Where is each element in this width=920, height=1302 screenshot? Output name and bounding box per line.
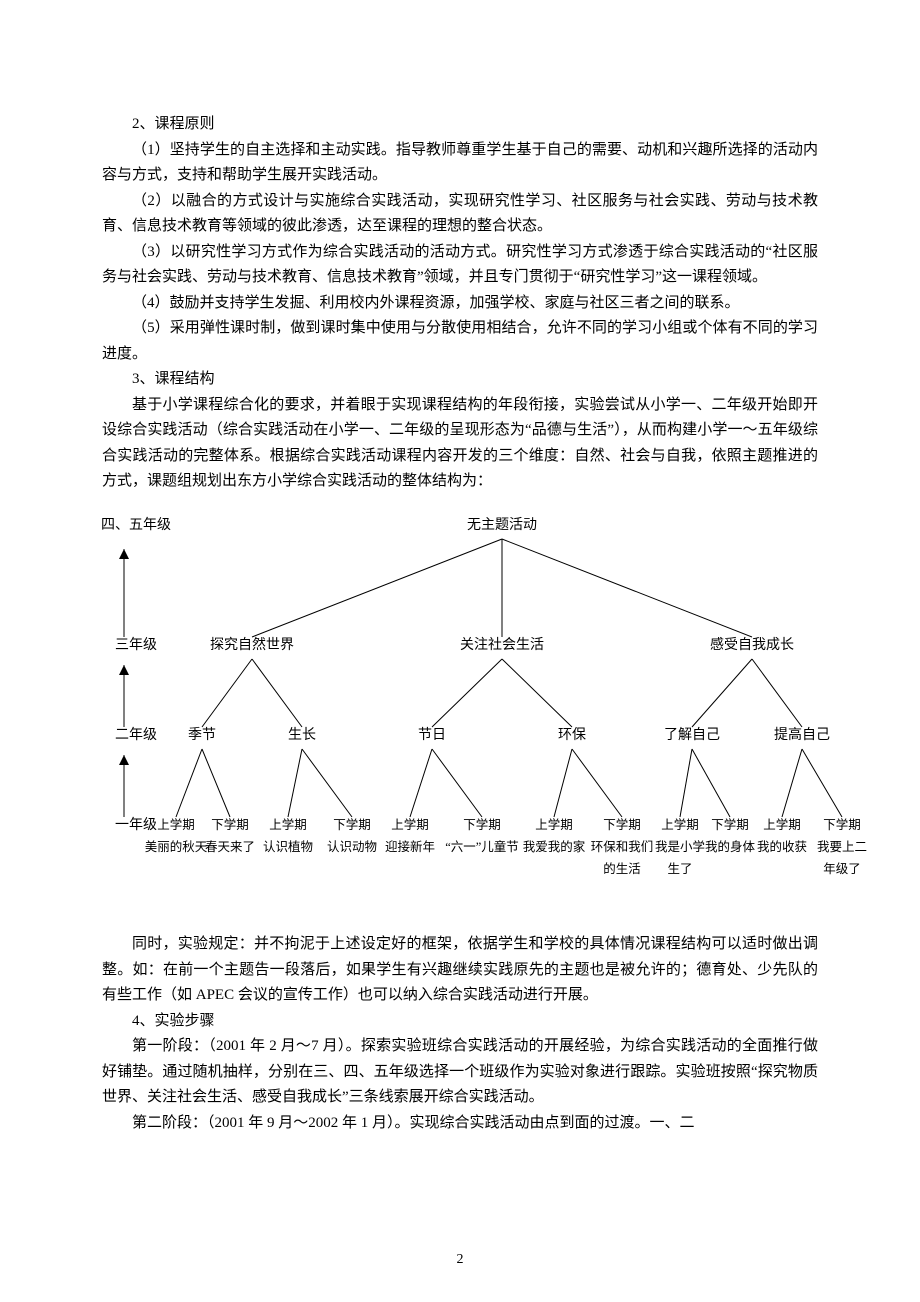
svg-text:生长: 生长 xyxy=(288,727,316,743)
curriculum-tree-diagram: 四、五年级三年级二年级一年级无主题活动探究自然世界关注社会生活感受自我成长季节生… xyxy=(102,509,818,909)
phase-2: 第二阶段：（2001 年 9 月～2002 年 1 月）。实现综合实践活动由点到… xyxy=(102,1111,818,1137)
svg-text:生了: 生了 xyxy=(667,862,692,876)
svg-text:四、五年级: 四、五年级 xyxy=(102,517,171,533)
document-page: 2、课程原则 （1）坚持学生的自主选择和主动实践。指导教师尊重学生基于自己的需要… xyxy=(0,0,920,1196)
svg-text:认识动物: 认识动物 xyxy=(327,840,377,854)
svg-text:提高自己: 提高自己 xyxy=(774,726,830,743)
tree-svg: 四、五年级三年级二年级一年级无主题活动探究自然世界关注社会生活感受自我成长季节生… xyxy=(102,509,872,899)
section-3-intro: 基于小学课程综合化的要求，并着眼于实现课程结构的年段衔接，实验尝试从小学一、二年… xyxy=(102,393,818,495)
svg-text:下学期: 下学期 xyxy=(711,817,749,832)
section-4-title: 4、实验步骤 xyxy=(102,1009,818,1035)
principle-3: （3）以研究性学习方式作为综合实践活动的活动方式。研究性学习方式渗透于综合实践活… xyxy=(102,240,818,291)
svg-text:的生活: 的生活 xyxy=(603,861,641,876)
svg-text:下学期: 下学期 xyxy=(211,817,249,832)
svg-text:春天来了: 春天来了 xyxy=(205,840,255,854)
svg-text:无主题活动: 无主题活动 xyxy=(467,517,537,533)
svg-text:关注社会生活: 关注社会生活 xyxy=(460,637,544,653)
svg-text:下学期: 下学期 xyxy=(463,817,501,832)
svg-text:探究自然世界: 探究自然世界 xyxy=(210,636,294,653)
svg-text:我是小学: 我是小学 xyxy=(655,839,705,854)
svg-text:上学期: 上学期 xyxy=(269,817,307,832)
principle-4: （4）鼓励并支持学生发掘、利用校内外课程资源，加强学校、家庭与社区三者之间的联系… xyxy=(102,291,818,317)
svg-text:我的身体: 我的身体 xyxy=(705,839,756,854)
svg-text:美丽的秋天: 美丽的秋天 xyxy=(145,839,208,854)
svg-text:下学期: 下学期 xyxy=(823,817,861,832)
principle-5: （5）采用弹性课时制，做到课时集中使用与分散使用相结合，允许不同的学习小组或个体… xyxy=(102,316,818,367)
svg-text:迎接新年: 迎接新年 xyxy=(385,839,435,854)
svg-text:我要上二: 我要上二 xyxy=(817,840,867,854)
section-3-title: 3、课程结构 xyxy=(102,367,818,393)
svg-text:上学期: 上学期 xyxy=(661,817,699,832)
svg-text:感受自我成长: 感受自我成长 xyxy=(710,636,794,653)
svg-text:下学期: 下学期 xyxy=(333,817,371,832)
svg-text:上学期: 上学期 xyxy=(157,817,195,832)
svg-text:认识植物: 认识植物 xyxy=(263,839,313,854)
svg-text:上学期: 上学期 xyxy=(763,817,801,832)
svg-text:环保: 环保 xyxy=(558,727,586,743)
svg-text:二年级: 二年级 xyxy=(115,727,157,743)
svg-text:一年级: 一年级 xyxy=(115,817,157,833)
svg-text:节日: 节日 xyxy=(418,727,446,743)
svg-text:季节: 季节 xyxy=(188,727,216,743)
section-2-title: 2、课程原则 xyxy=(102,112,818,138)
svg-text:了解自己: 了解自己 xyxy=(664,727,720,743)
principle-2: （2）以融合的方式设计与实施综合实践活动，实现研究性学习、社区服务与社会实践、劳… xyxy=(102,189,818,240)
svg-text:我爱我的家: 我爱我的家 xyxy=(523,839,586,854)
svg-text:环保和我们: 环保和我们 xyxy=(591,839,654,854)
principle-1: （1）坚持学生的自主选择和主动实践。指导教师尊重学生基于自己的需要、动机和兴趣所… xyxy=(102,138,818,189)
phase-1: 第一阶段：（2001 年 2 月～7 月）。探索实验班综合实践活动的开展经验，为… xyxy=(102,1034,818,1111)
section-3-outro: 同时，实验规定：并不拘泥于上述设定好的框架，依据学生和学校的具体情况课程结构可以… xyxy=(102,932,818,1009)
svg-text:“六一”儿童节: “六一”儿童节 xyxy=(445,839,519,854)
svg-text:上学期: 上学期 xyxy=(391,817,429,832)
svg-text:年级了: 年级了 xyxy=(823,862,861,876)
svg-text:下学期: 下学期 xyxy=(603,817,641,832)
svg-text:上学期: 上学期 xyxy=(535,817,573,832)
page-number: 2 xyxy=(0,1252,920,1268)
svg-text:我的收获: 我的收获 xyxy=(757,839,807,854)
svg-text:三年级: 三年级 xyxy=(115,637,157,653)
